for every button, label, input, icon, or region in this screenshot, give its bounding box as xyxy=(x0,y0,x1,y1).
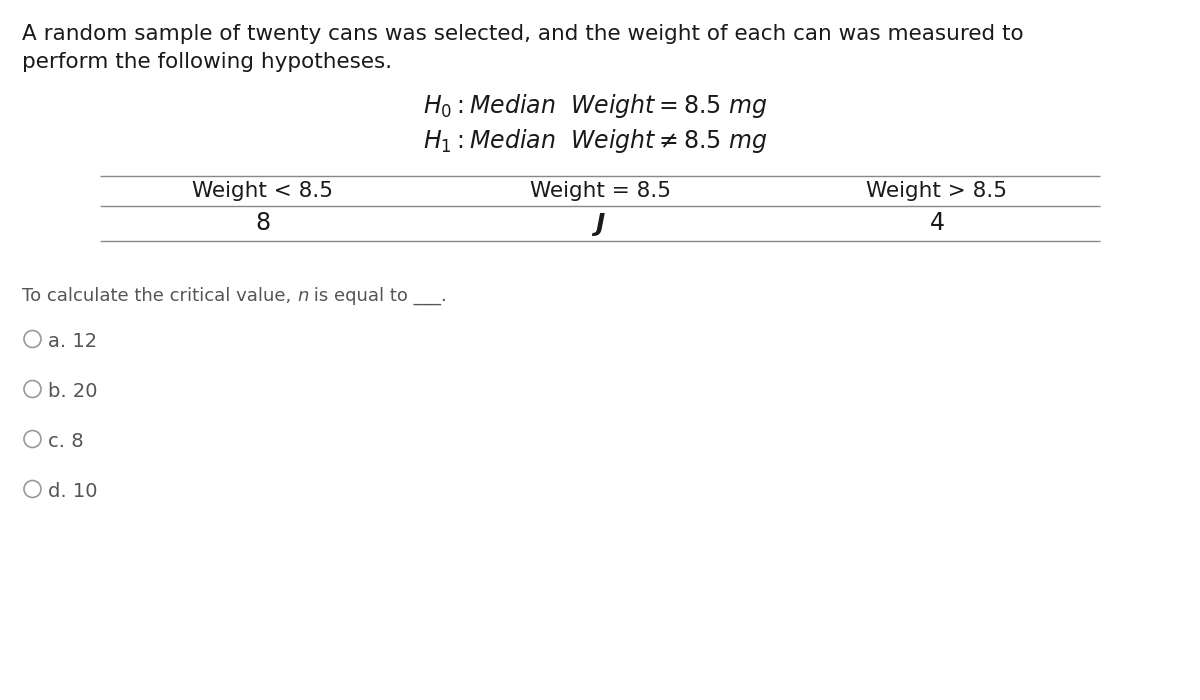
Text: Weight > 8.5: Weight > 8.5 xyxy=(866,181,1008,201)
Text: b. 20: b. 20 xyxy=(48,382,97,401)
Text: is equal to ___.: is equal to ___. xyxy=(308,287,448,305)
Text: $\mathit{H_1}$$\mathit{: Median\ \ Weight \neq 8.5\ mg}$: $\mathit{H_1}$$\mathit{: Median\ \ Weigh… xyxy=(422,127,767,155)
Text: Weight < 8.5: Weight < 8.5 xyxy=(192,181,334,201)
Text: a. 12: a. 12 xyxy=(48,332,97,351)
Text: d. 10: d. 10 xyxy=(48,482,97,501)
Text: n: n xyxy=(298,287,308,305)
Text: $\mathit{H_0}$$\mathit{: Median\ \ Weight = 8.5\ mg}$: $\mathit{H_0}$$\mathit{: Median\ \ Weigh… xyxy=(422,92,767,120)
Text: To calculate the critical value,: To calculate the critical value, xyxy=(22,287,298,305)
Text: A random sample of twenty cans was selected, and the weight of each can was meas: A random sample of twenty cans was selec… xyxy=(22,24,1024,44)
Text: 8: 8 xyxy=(256,211,270,235)
Text: perform the following hypotheses.: perform the following hypotheses. xyxy=(22,52,392,72)
Text: J: J xyxy=(595,211,605,235)
Text: Weight = 8.5: Weight = 8.5 xyxy=(529,181,671,201)
Text: c. 8: c. 8 xyxy=(48,432,84,451)
Text: 4: 4 xyxy=(930,211,944,235)
